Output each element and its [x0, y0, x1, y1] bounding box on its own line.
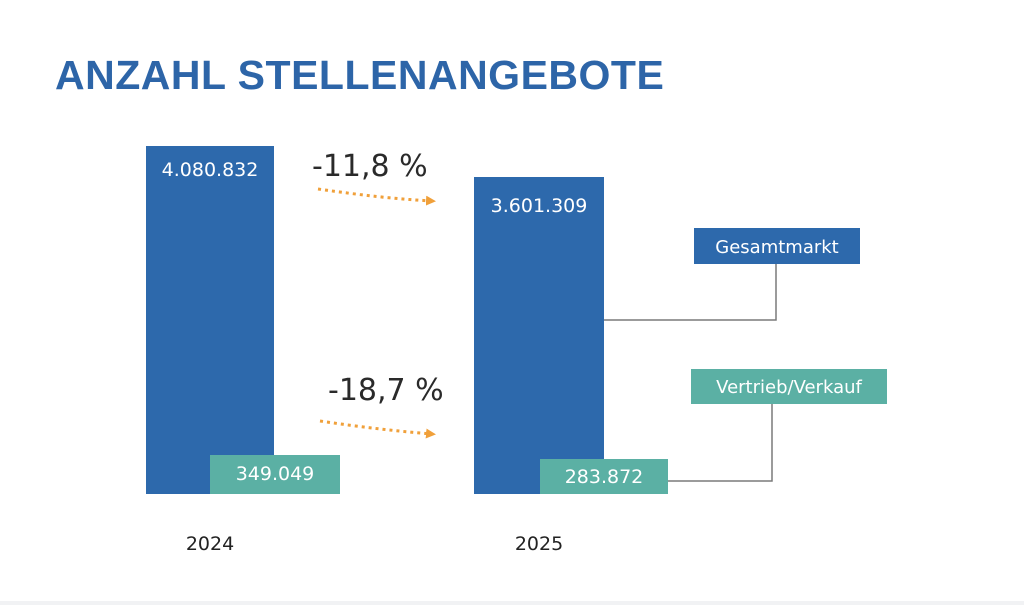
bar-label-vertrieb-2025: 283.872	[565, 466, 644, 488]
bar-gesamtmarkt-2025	[474, 177, 604, 494]
change-arrow-vertrieb	[319, 419, 436, 439]
chart-title: ANZAHL STELLENANGEBOTE	[55, 52, 665, 98]
change-label-vertrieb: -18,7 %	[328, 373, 444, 408]
year-label-2024: 2024	[186, 533, 234, 555]
legend-connector-gesamtmarkt	[604, 264, 777, 321]
legend-connector-vertrieb	[668, 404, 773, 482]
change-arrow-gesamtmarkt	[317, 187, 436, 206]
bar-vertrieb-2024	[210, 455, 340, 494]
bar-label-gesamtmarkt-2025: 3.601.309	[491, 195, 588, 217]
legend-label-vertrieb: Vertrieb/Verkauf	[716, 377, 862, 398]
bar-gesamtmarkt-2024	[146, 146, 274, 494]
legend-box-vertrieb	[691, 369, 887, 404]
legend-box-gesamtmarkt	[694, 228, 860, 264]
bottom-divider	[0, 601, 1024, 605]
legend-label-gesamtmarkt: Gesamtmarkt	[715, 237, 838, 258]
bar-vertrieb-2025	[540, 459, 668, 494]
bar-label-vertrieb-2024: 349.049	[236, 463, 315, 485]
change-label-gesamtmarkt: -11,8 %	[312, 149, 428, 184]
year-label-2025: 2025	[515, 533, 563, 555]
bar-label-gesamtmarkt-2024: 4.080.832	[162, 159, 259, 181]
